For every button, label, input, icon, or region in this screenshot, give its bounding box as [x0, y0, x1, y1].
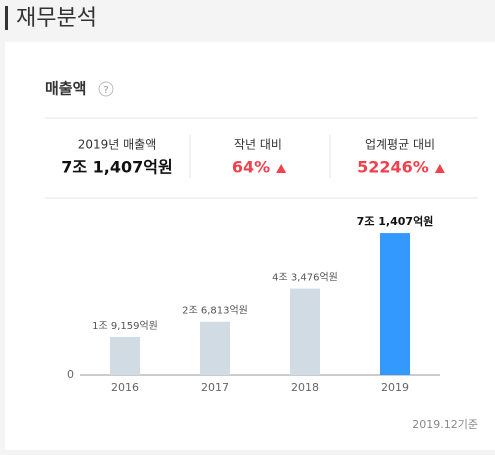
stat-label: 작년 대비 [234, 138, 282, 152]
value-label: 2조 6,813억원 [182, 305, 248, 317]
x-tick-label: 2018 [291, 381, 319, 394]
y-tick-label: 0 [67, 368, 74, 381]
footnote: 2019.12기준 [412, 418, 478, 431]
stat-value: 64% [232, 158, 270, 177]
bar [290, 288, 320, 375]
bar [380, 233, 410, 375]
x-tick-label: 2016 [111, 381, 139, 394]
x-tick-label: 2019 [381, 381, 409, 394]
x-tick-label: 2017 [201, 381, 229, 394]
help-text[interactable]: ? [103, 85, 108, 96]
value-label: 4조 3,476억원 [272, 272, 338, 284]
stat-label: 업계평균 대비 [365, 138, 435, 152]
bar [110, 336, 140, 375]
up-arrow [434, 164, 445, 173]
stat-label: 2019년 매출액 [78, 138, 157, 152]
page-title: 재무분석 [16, 6, 97, 31]
card-title: 매출액 [45, 80, 86, 98]
title-bar [5, 6, 8, 30]
value-label: 7조 1,407억원 [357, 214, 434, 228]
value-label: 1조 9,159억원 [92, 320, 158, 332]
stat-value: 7조 1,407억원 [61, 158, 172, 177]
bar [200, 321, 230, 375]
up-arrow [276, 164, 287, 173]
stat-value: 52246% [357, 158, 429, 177]
help-icon[interactable] [98, 81, 114, 97]
card [5, 42, 495, 450]
